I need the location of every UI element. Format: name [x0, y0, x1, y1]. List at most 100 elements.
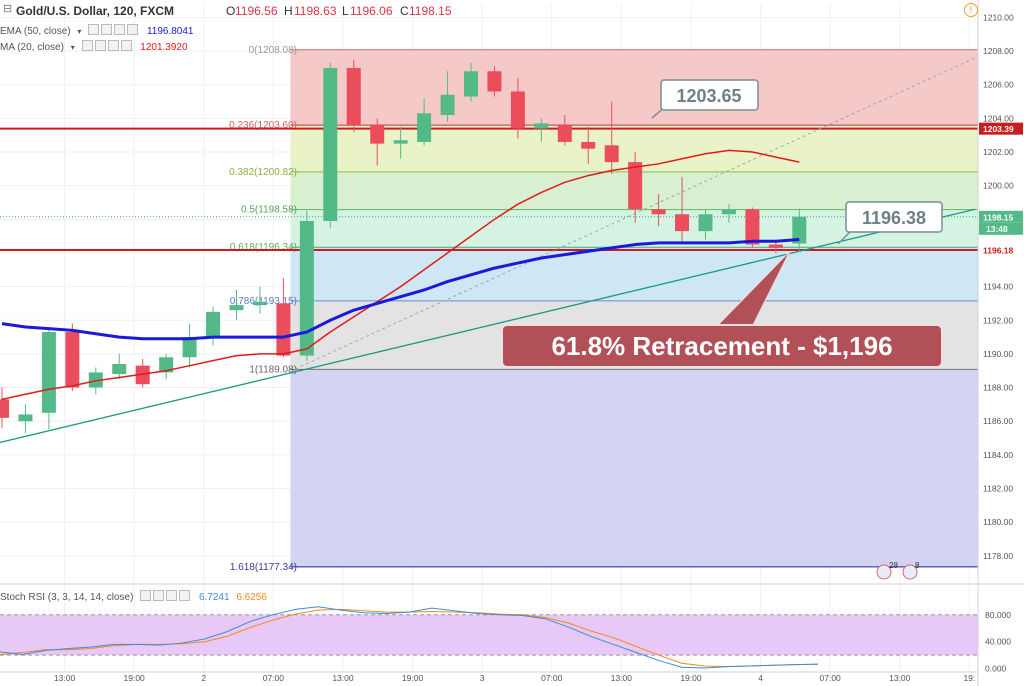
alert-icon[interactable]: ! [964, 3, 978, 17]
event-marker-icon [902, 564, 918, 580]
time-tick-label: 07:00 [263, 673, 285, 683]
callout-main-text: 61.8% Retracement - $1,196 [551, 331, 892, 361]
rsi-label: Stoch RSI (3, 3, 14, 14, close) [0, 592, 134, 603]
time-tick-label: 13:00 [332, 673, 354, 683]
countdown-tag [979, 222, 1023, 235]
candle-body [252, 301, 267, 306]
price-tick-label: 1200.00 [983, 181, 1014, 191]
trendline [0, 208, 976, 444]
price-label-tag [979, 243, 1023, 256]
fib-zone [290, 369, 978, 567]
ema-label: EMA (50, close) [0, 26, 71, 37]
price-tick-label: 1180.00 [983, 517, 1013, 527]
indicator-controls[interactable] [88, 24, 140, 37]
callout-top [651, 79, 759, 119]
price-label-text: 1196.18 [983, 245, 1014, 255]
high-label: H [284, 4, 293, 18]
candle-body [768, 244, 783, 248]
candle-body [159, 357, 174, 373]
fib-level-label: 0.5(1198.58) [241, 205, 297, 216]
candle-body [487, 71, 502, 92]
candle-body [675, 214, 690, 232]
dropdown-icon[interactable]: ▾ [77, 27, 82, 36]
candle-body [206, 311, 221, 338]
ema-indicator-row[interactable]: EMA (50, close) ▾ 1196.8041 [0, 24, 197, 37]
low-label: L [342, 4, 349, 18]
rsi-k-value: 6.7241 [198, 592, 230, 603]
time-tick-label: 3 [480, 673, 485, 683]
indicator-controls[interactable] [140, 590, 192, 603]
ma20-line [1, 149, 800, 401]
price-tick-label: 1210.00 [983, 12, 1014, 22]
candle-body [698, 214, 713, 232]
collapse-icon[interactable]: ⊟ [3, 3, 13, 15]
fib-level-label: 0.618(1196.34) [230, 242, 297, 253]
candle-body [464, 71, 478, 97]
time-tick-label: 07:00 [820, 673, 842, 683]
candle-body [346, 67, 361, 126]
price-label-text: 1203.39 [983, 124, 1014, 134]
low-value: 1196.06 [350, 4, 393, 18]
price-label-text: 1198.15 [983, 212, 1014, 222]
time-tick-label: 13:00 [611, 673, 633, 683]
rsi-tick-label: 80.000 [985, 610, 1011, 620]
fib-level-label: 0.236(1203.60) [229, 120, 297, 131]
callout-right [837, 201, 943, 245]
price-tick-label: 1202.00 [983, 147, 1014, 157]
close-label: C [400, 4, 409, 18]
high-value: 1198.63 [294, 4, 337, 18]
event-marker-icon [876, 564, 892, 580]
callout-box [845, 201, 943, 233]
indicator-controls[interactable] [81, 40, 134, 53]
event-count: 8 [915, 561, 920, 570]
dropdown-icon[interactable]: ▾ [70, 43, 75, 52]
candle-body [276, 303, 291, 356]
price-tick-label: 1188.00 [983, 383, 1013, 393]
candle-body [65, 332, 80, 388]
candle-body [510, 91, 525, 129]
candle-body [628, 162, 643, 210]
candle-body [112, 363, 127, 375]
candle-body [41, 332, 56, 413]
time-tick-label: 19:00 [124, 673, 146, 683]
price-label-tag [979, 122, 1023, 135]
candle-body [182, 337, 197, 358]
ma-indicator-row[interactable]: MA (20, close) ▾ 1201.3920 [0, 40, 192, 53]
countdown-text: 13:48 [986, 224, 1008, 234]
candle-body [721, 209, 736, 215]
close-value: 1198.15 [409, 4, 452, 18]
candle-body [557, 125, 572, 142]
event-count: 28 [889, 561, 898, 570]
time-tick-label: 2 [201, 673, 206, 683]
candle-body [0, 399, 9, 418]
time-tick-label: 13:00 [889, 673, 911, 683]
ema-value: 1196.8041 [146, 26, 194, 37]
candle-body [792, 216, 807, 244]
price-tick-label: 1186.00 [983, 416, 1013, 426]
time-tick-label: 07:00 [541, 673, 563, 683]
symbol-title[interactable]: Gold/U.S. Dollar, 120, FXCM [16, 4, 175, 18]
price-tick-label: 1178.00 [983, 551, 1013, 561]
price-tick-label: 1194.00 [983, 282, 1013, 292]
price-axis-background [978, 0, 1024, 686]
candle-body [440, 94, 455, 116]
rsi-band [0, 614, 978, 656]
callout-top-text: 1203.65 [676, 86, 741, 106]
ema50-line [1, 238, 800, 341]
price-tick-label: 1184.00 [983, 450, 1013, 460]
rsi-indicator-row[interactable]: Stoch RSI (3, 3, 14, 14, close) 6.7241 6… [0, 590, 271, 603]
candle-body [299, 221, 314, 356]
callout-box [660, 79, 759, 111]
time-tick-label: 13:00 [54, 673, 76, 683]
price-tick-label: 1190.00 [983, 349, 1013, 359]
fib-level-label: 1.618(1177.34) [230, 562, 297, 573]
callout-main [501, 250, 943, 368]
rsi-d-value: 6.6256 [236, 592, 267, 603]
ma-label: MA (20, close) [0, 42, 64, 53]
ma-value: 1201.3920 [140, 42, 188, 53]
fib-level-label: 0(1208.08) [249, 45, 297, 56]
open-label: O [226, 4, 236, 18]
fib-level-label: 1(1189.08) [249, 364, 297, 375]
